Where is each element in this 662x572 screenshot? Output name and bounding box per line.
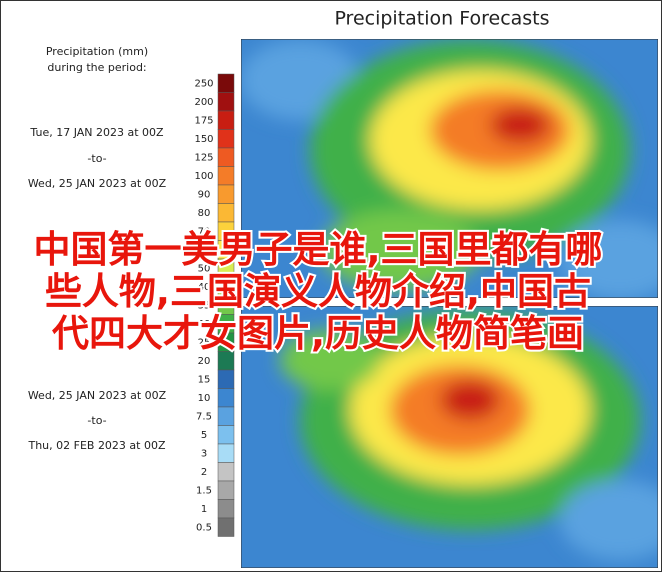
colorbar-label: 40 [198, 282, 211, 293]
color-swatch [217, 517, 235, 537]
color-swatch [217, 166, 235, 186]
colorbar-label: 10 [198, 393, 211, 404]
colorbar-label: 15 [198, 374, 211, 385]
color-swatch [217, 480, 235, 500]
title: Precipitation Forecasts [334, 8, 549, 30]
color-swatch [217, 184, 235, 204]
colorbar-label: 200 [194, 97, 213, 108]
color-swatch [217, 406, 235, 426]
colorbar-label: 1 [201, 504, 207, 515]
color-swatch [217, 203, 235, 223]
map-top [241, 39, 658, 298]
color-swatch [217, 462, 235, 482]
color-swatch [217, 147, 235, 167]
colorbar-label: 0.5 [196, 522, 212, 533]
color-swatch [217, 129, 235, 149]
color-swatch [217, 73, 235, 93]
overlay-line: 代四大才女图片,历史人物简笔画 [51, 312, 584, 355]
colorbar-label: 1.5 [196, 485, 212, 496]
period-sep: -to- [87, 414, 106, 427]
colorbar-label: 70 [198, 226, 211, 237]
period-sep: -to- [87, 152, 106, 165]
period-end: Thu, 02 FEB 2023 at 00Z [27, 439, 166, 452]
period-start: Tue, 17 JAN 2023 at 00Z [29, 126, 164, 139]
colorbar-label: 175 [194, 115, 213, 126]
colorbar-label: 3 [201, 448, 207, 459]
colorbar-label: 100 [194, 171, 213, 182]
overlay-line: 些人物,三国演义人物介绍,中国古 [45, 270, 591, 313]
legend-heading: during the period: [47, 61, 146, 74]
colorbar-label: 90 [198, 189, 211, 200]
colorbar-label: 250 [194, 78, 213, 89]
color-swatch [217, 110, 235, 130]
colorbar-label: 80 [198, 208, 211, 219]
color-swatch [217, 388, 235, 408]
colorbar-label: 35 [198, 300, 211, 311]
colorbar-label: 2 [201, 467, 207, 478]
color-swatch [217, 499, 235, 519]
period-end: Wed, 25 JAN 2023 at 00Z [28, 177, 167, 190]
color-swatch [217, 443, 235, 463]
legend-heading: Precipitation (mm) [46, 45, 148, 58]
colorbar-label: 150 [194, 134, 213, 145]
overlay-caption: 中国第一美男子是谁,三国里都有哪些人物,三国演义人物介绍,中国古代四大才女图片,… [31, 226, 604, 357]
colorbar-label: 5 [201, 430, 207, 441]
colorbar-label: 125 [194, 152, 213, 163]
colorbar-label: 7.5 [196, 411, 212, 422]
colorbar-label: 30 [198, 319, 211, 330]
color-swatch [217, 92, 235, 112]
overlay-line: 中国第一美男子是谁,三国里都有哪 [33, 228, 602, 271]
period-start: Wed, 25 JAN 2023 at 00Z [28, 389, 167, 402]
colorbar-label: 60 [198, 245, 211, 256]
color-swatch [217, 369, 235, 389]
colorbar-label: 20 [198, 356, 211, 367]
colorbar-label: 50 [198, 263, 211, 274]
colorbar: 2502001751501251009080706050403530252015… [194, 73, 235, 537]
map-bottom [241, 306, 658, 568]
colorbar-label: 25 [198, 337, 211, 348]
color-swatch [217, 425, 235, 445]
